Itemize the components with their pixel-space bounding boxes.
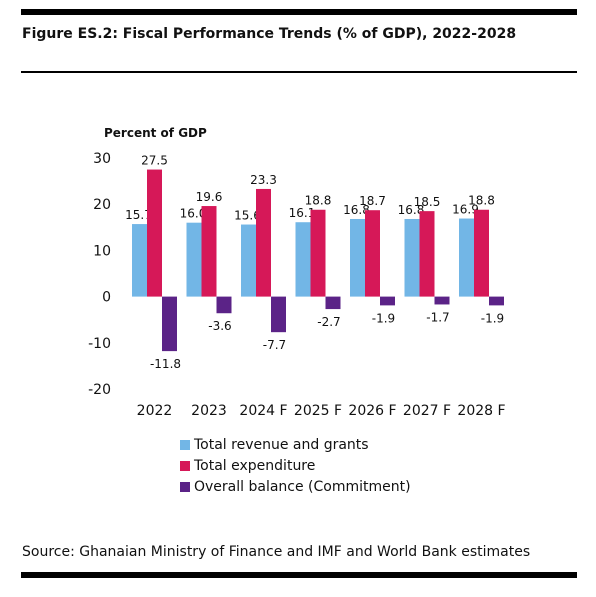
legend-swatch [180, 439, 190, 450]
data-label: 16.8 [398, 203, 425, 217]
legend-label: Overall balance (Commitment) [194, 478, 411, 495]
data-label: 27.5 [141, 154, 168, 168]
bar-expenditure [474, 209, 489, 297]
bar-revenue [404, 218, 420, 297]
bar-revenue [459, 218, 474, 297]
data-label: -3.6 [208, 319, 231, 333]
bar-expenditure [419, 211, 435, 297]
bar-revenue [350, 218, 365, 297]
legend-swatch [180, 481, 190, 492]
data-label: 16.1 [289, 206, 316, 220]
data-label: 23.3 [250, 173, 277, 187]
bar-revenue [295, 222, 311, 297]
x-tick-label: 2024 F [239, 403, 287, 419]
data-label: 18.5 [414, 195, 441, 209]
data-label: -7.7 [263, 338, 286, 352]
bar-balance [162, 296, 177, 352]
x-tick-label: 2023 [191, 403, 227, 419]
y-tick-label: 10 [93, 243, 111, 259]
data-label: 16.9 [452, 203, 479, 217]
data-label: 18.7 [359, 194, 386, 208]
data-label: 19.6 [196, 190, 223, 204]
x-tick-label: 2027 F [403, 403, 451, 419]
legend-item: Total expenditure [180, 455, 411, 476]
data-label: 16.8 [343, 203, 370, 217]
x-tick-label: 2025 F [294, 403, 342, 419]
bar-expenditure [201, 206, 217, 297]
title-divider [21, 71, 577, 73]
bar-balance [325, 296, 341, 310]
legend-swatch [180, 460, 190, 471]
bar-balance [380, 296, 395, 306]
bar-balance [489, 296, 504, 306]
chart-legend: Total revenue and grants Total expenditur… [180, 434, 411, 497]
x-tick-label: 2022 [137, 403, 173, 419]
bar-expenditure [365, 210, 380, 297]
data-label: -2.7 [317, 315, 340, 329]
bar-expenditure [256, 188, 271, 297]
data-label: 15.6 [234, 209, 261, 223]
legend-item: Overall balance (Commitment) [180, 476, 411, 497]
top-rule [21, 9, 577, 15]
bar-balance [434, 296, 450, 305]
y-tick-label: 20 [93, 197, 111, 213]
bar-expenditure [310, 209, 326, 297]
y-tick-label: -20 [88, 382, 111, 398]
data-label: 16.0 [180, 207, 207, 221]
data-label: 15.7 [125, 208, 152, 222]
bar-revenue [132, 224, 147, 297]
figure-title: Figure ES.2: Fiscal Performance Trends (… [22, 26, 517, 42]
bar-revenue [186, 222, 202, 297]
bar-revenue [241, 224, 256, 297]
bar-expenditure [147, 169, 162, 297]
bar-balance [216, 296, 232, 314]
data-label: 18.8 [305, 194, 332, 208]
bottom-rule [21, 572, 577, 578]
legend-item: Total revenue and grants [180, 434, 411, 455]
x-tick-label: 2026 F [348, 403, 396, 419]
x-tick-label: 2028 F [457, 403, 505, 419]
y-tick-label: 30 [93, 151, 111, 167]
data-label: -1.9 [372, 311, 395, 325]
data-label: -11.8 [150, 357, 181, 371]
legend-label: Total revenue and grants [194, 436, 369, 453]
data-label: -1.9 [481, 311, 504, 325]
source-note: Source: Ghanaian Ministry of Finance and… [22, 544, 531, 560]
y-tick-label: 0 [102, 290, 111, 306]
data-label: 18.8 [468, 194, 495, 208]
y-tick-label: -10 [88, 336, 111, 352]
data-label: -1.7 [426, 310, 449, 324]
y-axis-label: Percent of GDP [104, 126, 207, 140]
legend-label: Total expenditure [194, 457, 316, 474]
bar-balance [271, 296, 286, 333]
